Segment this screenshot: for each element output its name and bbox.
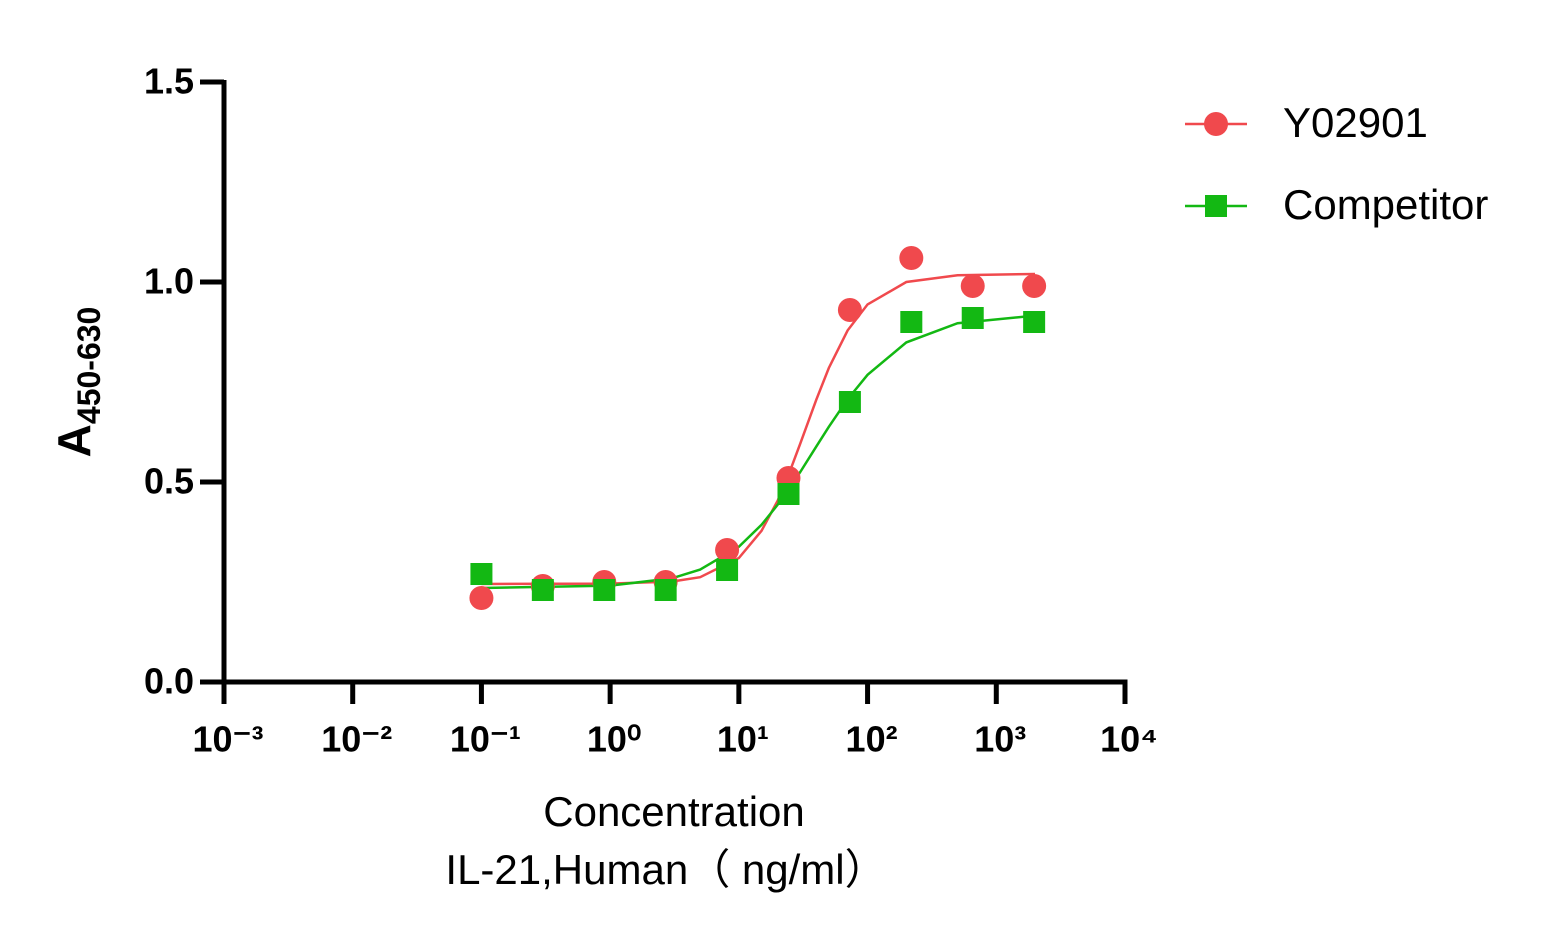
y-axis-title-group: A450-630 — [48, 307, 107, 458]
data-point — [961, 307, 984, 329]
y-axis-title-main: A — [48, 424, 100, 457]
data-point — [531, 579, 554, 601]
y-tick-label: 0.0 — [144, 661, 194, 702]
fit-curve — [481, 272, 1036, 586]
legend-marker — [1204, 112, 1228, 136]
fit-curve — [481, 314, 1036, 590]
y-axis-title-subscript: 450-630 — [71, 307, 107, 424]
y-tick-label: 1.0 — [144, 261, 194, 302]
x-tick-label: 10³ — [974, 719, 1026, 760]
y-tick-label: 1.5 — [144, 61, 194, 102]
x-axis-title: Concentration — [543, 788, 805, 835]
x-tick-label: 10⁰ — [587, 719, 641, 760]
data-point — [900, 311, 923, 333]
data-point — [470, 563, 493, 585]
x-tick-label: 10⁴ — [1100, 719, 1158, 760]
x-axis-subtitle: IL-21,Human（ ng/ml） — [445, 846, 886, 893]
data-point — [469, 586, 494, 610]
legend-label: Y02901 — [1283, 99, 1428, 146]
x-tick-label: 10⁻¹ — [450, 719, 521, 760]
data-point — [837, 298, 862, 322]
x-tick-label: 10⁻² — [321, 719, 392, 760]
y-axis-title: A450-630 — [48, 307, 107, 458]
data-point — [777, 483, 800, 505]
data-point — [654, 579, 677, 601]
x-tick-label: 10¹ — [717, 719, 769, 760]
legend-label: Competitor — [1283, 181, 1488, 228]
data-point — [715, 538, 740, 562]
legend-marker — [1205, 195, 1227, 217]
data-point — [899, 246, 924, 270]
data-point — [960, 274, 985, 298]
x-tick-label: 10² — [846, 719, 898, 760]
y-tick-label: 0.5 — [144, 461, 194, 502]
x-tick-label: 10⁻³ — [192, 719, 263, 760]
data-point — [1023, 311, 1046, 333]
data-point — [838, 391, 861, 413]
data-point — [593, 579, 616, 601]
data-point — [716, 559, 739, 581]
data-point — [1022, 274, 1047, 298]
